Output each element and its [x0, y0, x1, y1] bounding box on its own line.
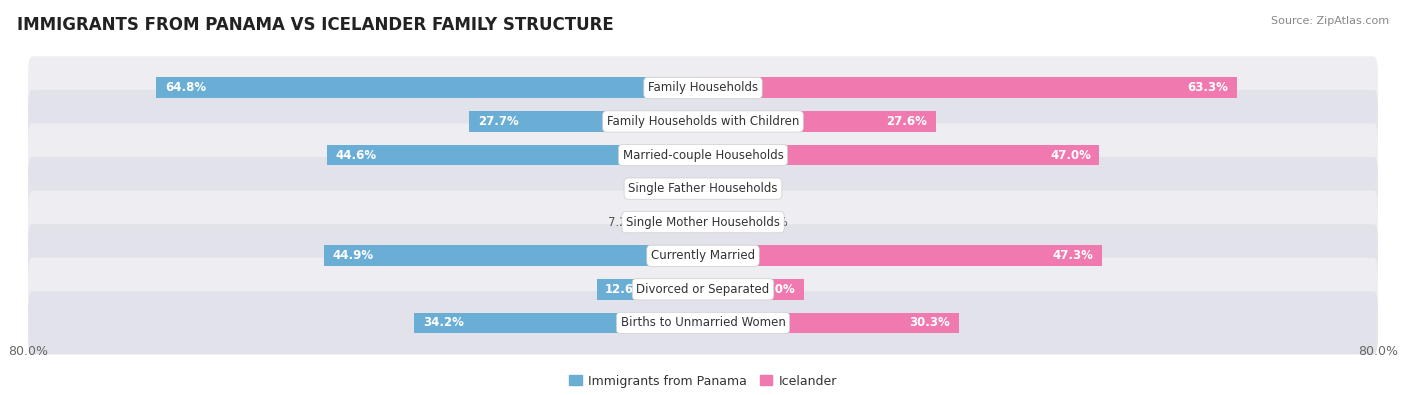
Text: 44.9%: 44.9% [333, 249, 374, 262]
Bar [703, 111, 936, 132]
Bar [703, 178, 723, 199]
Bar [703, 212, 754, 233]
Text: 63.3%: 63.3% [1188, 81, 1229, 94]
FancyBboxPatch shape [28, 191, 1378, 254]
Bar [703, 245, 1102, 266]
Text: 6.0%: 6.0% [758, 216, 787, 229]
Text: Family Households: Family Households [648, 81, 758, 94]
Text: 2.4%: 2.4% [648, 182, 679, 195]
Text: IMMIGRANTS FROM PANAMA VS ICELANDER FAMILY STRUCTURE: IMMIGRANTS FROM PANAMA VS ICELANDER FAMI… [17, 16, 613, 34]
Text: 47.0%: 47.0% [1050, 149, 1091, 162]
Text: 44.6%: 44.6% [335, 149, 377, 162]
Text: 2.3%: 2.3% [727, 182, 756, 195]
FancyBboxPatch shape [28, 258, 1378, 321]
Bar [415, 312, 703, 333]
Text: Single Father Households: Single Father Households [628, 182, 778, 195]
Text: Single Mother Households: Single Mother Households [626, 216, 780, 229]
Legend: Immigrants from Panama, Icelander: Immigrants from Panama, Icelander [564, 370, 842, 393]
Text: Source: ZipAtlas.com: Source: ZipAtlas.com [1271, 16, 1389, 26]
Text: Family Households with Children: Family Households with Children [607, 115, 799, 128]
FancyBboxPatch shape [28, 56, 1378, 119]
FancyBboxPatch shape [28, 224, 1378, 287]
Bar [596, 279, 703, 300]
Text: 64.8%: 64.8% [165, 81, 205, 94]
Bar [643, 212, 703, 233]
Bar [683, 178, 703, 199]
Text: 27.6%: 27.6% [887, 115, 928, 128]
Bar [703, 279, 804, 300]
Text: Births to Unmarried Women: Births to Unmarried Women [620, 316, 786, 329]
Text: 27.7%: 27.7% [478, 115, 519, 128]
FancyBboxPatch shape [28, 292, 1378, 354]
Text: 12.6%: 12.6% [605, 283, 645, 296]
Bar [703, 312, 959, 333]
Bar [156, 77, 703, 98]
Text: 34.2%: 34.2% [423, 316, 464, 329]
Text: 7.2%: 7.2% [609, 216, 638, 229]
Bar [470, 111, 703, 132]
Bar [325, 245, 703, 266]
Text: 30.3%: 30.3% [910, 316, 950, 329]
Text: Married-couple Households: Married-couple Households [623, 149, 783, 162]
FancyBboxPatch shape [28, 124, 1378, 186]
Text: Currently Married: Currently Married [651, 249, 755, 262]
Text: Divorced or Separated: Divorced or Separated [637, 283, 769, 296]
Text: 12.0%: 12.0% [755, 283, 796, 296]
Bar [703, 145, 1099, 166]
Bar [326, 145, 703, 166]
FancyBboxPatch shape [28, 90, 1378, 153]
Text: 47.3%: 47.3% [1053, 249, 1094, 262]
Bar [703, 77, 1237, 98]
FancyBboxPatch shape [28, 157, 1378, 220]
